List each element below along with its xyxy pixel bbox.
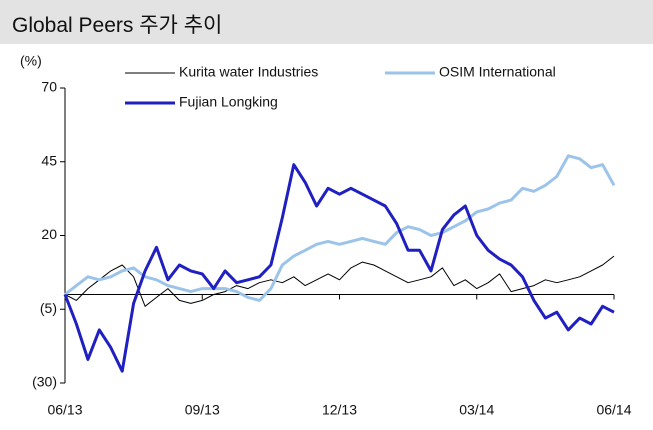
series-line — [64, 255, 615, 307]
y-tick-label: (5) — [40, 300, 57, 316]
x-tick-label: 06/14 — [596, 402, 631, 418]
y-tick-label: 20 — [41, 226, 57, 242]
x-tick-label: 06/13 — [47, 402, 82, 418]
chart-title: Global Peers 주가 추이 — [12, 14, 223, 37]
y-tick-label: (30) — [32, 374, 57, 390]
y-tick-label: 70 — [41, 79, 57, 95]
series-line — [63, 163, 615, 373]
x-tick-label: 12/13 — [322, 402, 357, 418]
legend-label: Kurita water Industries — [179, 64, 318, 80]
y-tick-label: 45 — [41, 152, 57, 168]
y-unit-label: (%) — [20, 53, 42, 69]
x-tick-label: 03/14 — [459, 402, 494, 418]
legend-label: Fujian Longking — [179, 94, 278, 110]
x-tick-label: 09/13 — [185, 402, 220, 418]
series-line — [64, 154, 616, 302]
header-bar: Global Peers 주가 추이 — [0, 0, 653, 44]
legend-label: OSIM International — [439, 64, 556, 80]
